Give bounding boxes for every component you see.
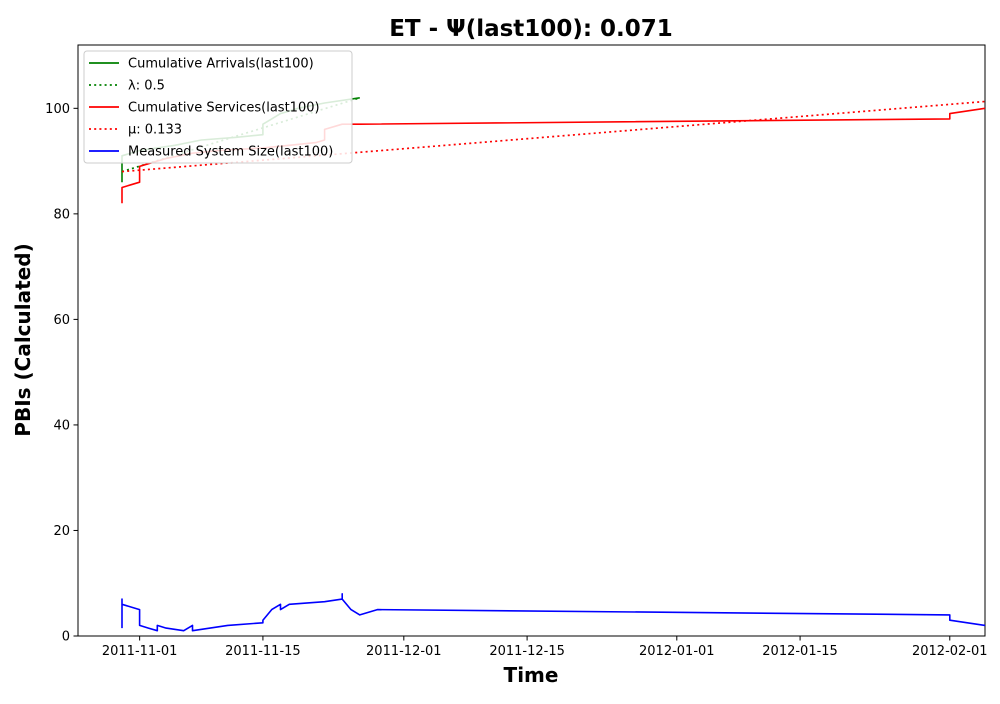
y-tick-label: 60 bbox=[53, 313, 70, 328]
y-tick-label: 20 bbox=[53, 524, 70, 539]
legend-box bbox=[83, 50, 353, 164]
legend-label: Cumulative Arrivals(last100) bbox=[128, 57, 314, 72]
x-tick-label: 2012-01-15 bbox=[762, 644, 838, 659]
legend-label: μ: 0.133 bbox=[128, 123, 182, 138]
x-axis: 2011-11-01 2011-11-15 2011-12-01 2011-12-15… bbox=[102, 636, 988, 659]
x-tick-label: 2011-12-15 bbox=[489, 644, 565, 659]
legend: Cumulative Arrivals(last100) λ: 0.5 Cumula… bbox=[83, 50, 353, 164]
x-tick-label: 2012-02-01 bbox=[912, 644, 988, 659]
y-tick-label: 100 bbox=[45, 102, 70, 117]
y-axis-label: PBIs (Calculated) bbox=[11, 243, 35, 436]
y-tick-label: 0 bbox=[62, 630, 70, 645]
legend-label: Cumulative Services(last100) bbox=[128, 101, 320, 116]
x-axis-label: Time bbox=[504, 663, 559, 687]
x-tick-label: 2012-01-01 bbox=[639, 644, 715, 659]
x-tick-label: 2011-12-01 bbox=[366, 644, 442, 659]
x-tick-label: 2011-11-15 bbox=[225, 644, 301, 659]
series-3-0-133-line bbox=[121, 100, 986, 173]
y-tick-label: 40 bbox=[53, 418, 70, 433]
legend-label: λ: 0.5 bbox=[128, 79, 165, 94]
y-tick-label: 80 bbox=[53, 207, 70, 222]
legend-label: Measured System Size(last100) bbox=[128, 145, 333, 160]
chart-title: ET - Ψ(last100): 0.071 bbox=[389, 16, 673, 42]
y-axis: 0 20 40 60 80 100 bbox=[45, 102, 78, 645]
x-tick-label: 2011-11-01 bbox=[102, 644, 178, 659]
series-4-measured-system-size-last100-line bbox=[121, 592, 986, 632]
